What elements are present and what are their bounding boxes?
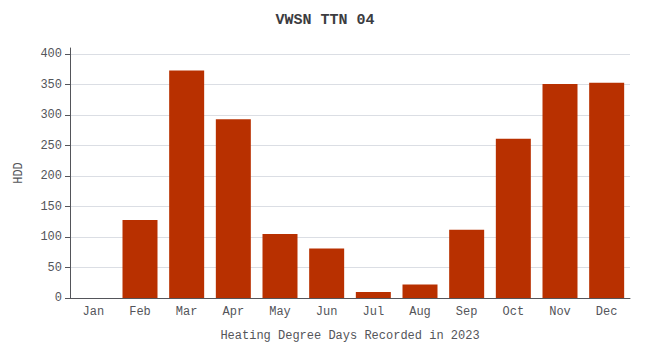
svg-text:Jun: Jun [316, 305, 338, 319]
svg-text:50: 50 [48, 261, 62, 275]
svg-text:150: 150 [40, 200, 62, 214]
svg-text:Aug: Aug [409, 305, 431, 319]
svg-text:400: 400 [40, 47, 62, 61]
svg-text:Feb: Feb [129, 305, 151, 319]
svg-text:Oct: Oct [503, 305, 525, 319]
svg-text:May: May [269, 305, 291, 319]
svg-text:350: 350 [40, 78, 62, 92]
svg-text:300: 300 [40, 108, 62, 122]
svg-text:100: 100 [40, 230, 62, 244]
svg-text:Apr: Apr [223, 305, 245, 319]
svg-text:HDD: HDD [12, 162, 26, 184]
svg-text:200: 200 [40, 169, 62, 183]
svg-text:Mar: Mar [176, 305, 198, 319]
svg-text:250: 250 [40, 139, 62, 153]
svg-text:Jul: Jul [363, 305, 385, 319]
svg-text:Jan: Jan [83, 305, 105, 319]
svg-text:0: 0 [55, 291, 62, 305]
svg-text:Dec: Dec [596, 305, 618, 319]
svg-text:VWSN TTN 04: VWSN TTN 04 [275, 12, 374, 29]
svg-text:Sep: Sep [456, 305, 478, 319]
svg-text:Nov: Nov [549, 305, 571, 319]
svg-text:Heating Degree Days Recorded i: Heating Degree Days Recorded in 2023 [220, 329, 479, 343]
